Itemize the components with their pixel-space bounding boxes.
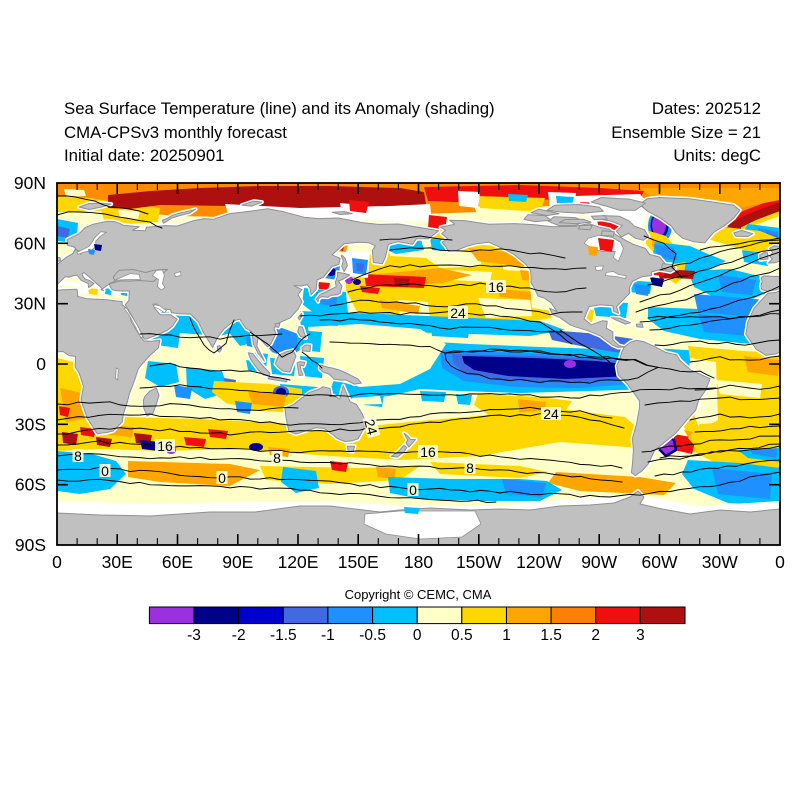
svg-text:30W: 30W (702, 552, 738, 572)
svg-text:3: 3 (636, 627, 645, 644)
svg-text:Ensemble Size = 21: Ensemble Size = 21 (611, 123, 761, 142)
svg-text:0: 0 (413, 627, 422, 644)
svg-text:8: 8 (74, 448, 82, 464)
svg-text:Units: degC: Units: degC (673, 146, 761, 165)
svg-text:150W: 150W (456, 552, 502, 572)
svg-text:0: 0 (52, 552, 62, 572)
svg-text:0: 0 (101, 463, 109, 479)
svg-text:0: 0 (775, 552, 785, 572)
svg-text:90S: 90S (15, 535, 46, 555)
svg-text:24: 24 (450, 305, 466, 321)
svg-text:0: 0 (409, 482, 417, 498)
svg-text:8: 8 (466, 460, 474, 476)
svg-text:30E: 30E (102, 552, 133, 572)
svg-text:16: 16 (157, 438, 173, 454)
svg-text:Initial date: 20250901: Initial date: 20250901 (64, 146, 225, 165)
svg-text:24: 24 (361, 417, 381, 436)
svg-text:-0.5: -0.5 (359, 627, 386, 644)
svg-text:90N: 90N (14, 173, 46, 193)
svg-text:60W: 60W (642, 552, 678, 572)
svg-text:16: 16 (420, 444, 436, 460)
svg-text:30S: 30S (15, 414, 46, 434)
svg-text:1.5: 1.5 (540, 627, 562, 644)
svg-text:60N: 60N (14, 233, 46, 253)
svg-text:16: 16 (488, 279, 504, 295)
svg-text:2: 2 (591, 627, 600, 644)
svg-text:150E: 150E (338, 552, 379, 572)
svg-text:0: 0 (36, 354, 46, 374)
svg-text:24: 24 (543, 406, 559, 422)
svg-text:-1: -1 (321, 627, 335, 644)
svg-text:-2: -2 (232, 627, 246, 644)
svg-text:90E: 90E (222, 552, 253, 572)
svg-text:0.5: 0.5 (451, 627, 473, 644)
svg-text:1: 1 (502, 627, 511, 644)
svg-text:-3: -3 (187, 627, 201, 644)
svg-text:0: 0 (218, 470, 226, 486)
svg-text:Dates: 202512: Dates: 202512 (652, 99, 761, 118)
svg-text:120W: 120W (516, 552, 562, 572)
svg-text:Copyright © CEMC, CMA: Copyright © CEMC, CMA (345, 587, 492, 602)
svg-text:90W: 90W (581, 552, 617, 572)
svg-text:60S: 60S (15, 475, 46, 495)
svg-text:-1.5: -1.5 (270, 627, 297, 644)
svg-text:120E: 120E (278, 552, 319, 572)
svg-text:30N: 30N (14, 294, 46, 314)
svg-text:Sea Surface Temperature (line): Sea Surface Temperature (line) and its A… (64, 99, 495, 118)
svg-text:60E: 60E (162, 552, 193, 572)
svg-text:180: 180 (404, 552, 433, 572)
svg-text:CMA-CPSv3 monthly forecast: CMA-CPSv3 monthly forecast (64, 123, 287, 142)
svg-text:8: 8 (273, 450, 281, 466)
